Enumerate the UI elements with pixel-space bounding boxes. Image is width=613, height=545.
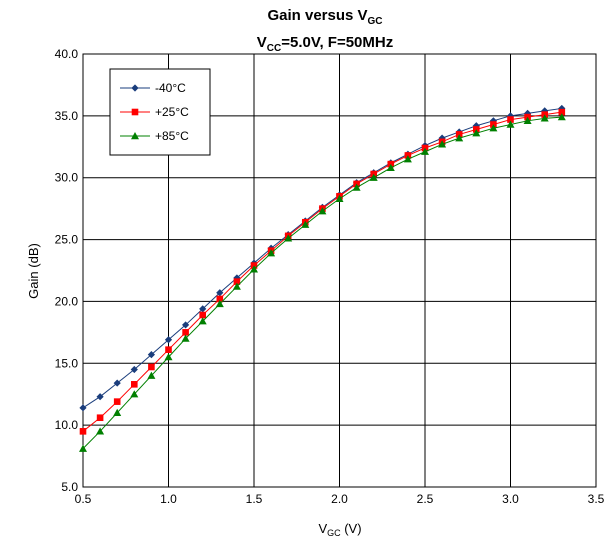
- data-point-series-1: [199, 311, 206, 319]
- data-point-series-0: [541, 107, 549, 115]
- data-point-series-0: [79, 404, 87, 412]
- data-point-series-2: [421, 147, 429, 155]
- data-point-series-2: [79, 444, 87, 452]
- y-tick-label: 30.0: [55, 171, 79, 185]
- data-point-series-1: [182, 329, 189, 336]
- x-axis-label-subscript: GC: [327, 528, 341, 538]
- y-tick-label: 15.0: [55, 356, 79, 370]
- data-point-series-0: [524, 109, 532, 117]
- x-axis-label: VGC (V): [318, 521, 361, 538]
- data-point-series-2: [301, 220, 310, 228]
- data-point-series-0: [489, 117, 497, 125]
- x-tick-label: 1.5: [246, 492, 263, 506]
- data-point-series-2: [352, 183, 361, 191]
- data-point-series-0: [216, 289, 224, 297]
- data-point-series-0: [130, 365, 138, 374]
- legend-marker-2: [131, 132, 139, 140]
- data-point-series-0: [96, 393, 104, 401]
- data-point-series-2: [232, 282, 241, 290]
- data-point-series-2: [540, 114, 549, 122]
- data-point-series-2: [455, 134, 464, 142]
- series-line-1: [82, 111, 562, 432]
- series-line-2: [82, 116, 562, 449]
- data-point-series-2: [369, 173, 378, 181]
- legend-label-0: -40°C: [155, 81, 186, 95]
- data-point-series-0: [113, 379, 121, 387]
- data-point-series-2: [318, 207, 327, 215]
- y-tick-label: 25.0: [55, 233, 79, 247]
- data-point-series-2: [198, 317, 207, 325]
- legend-label-1: +25°C: [155, 105, 189, 119]
- y-tick-label: 20.0: [55, 294, 79, 308]
- y-tick-label: 5.0: [61, 480, 78, 494]
- legend-label-2: +85°C: [155, 129, 189, 143]
- data-point-series-2: [215, 299, 224, 308]
- data-point-series-1: [113, 398, 121, 405]
- y-tick-label: 40.0: [55, 47, 79, 61]
- data-point-series-1: [558, 108, 566, 116]
- legend: -40°C +25°C +85°C: [109, 68, 211, 156]
- y-tick-label: 10.0: [55, 418, 79, 432]
- data-point-series-1: [216, 295, 224, 303]
- grid-lines: [82, 53, 597, 488]
- x-tick-label: 0.5: [75, 492, 92, 506]
- data-point-series-1: [96, 414, 104, 422]
- data-point-series-2: [96, 427, 105, 435]
- chart-subtitle-subscript: CC: [267, 43, 281, 54]
- data-point-series-1: [233, 278, 241, 285]
- x-tick-label: 3.5: [588, 492, 605, 506]
- data-point-series-2: [489, 124, 498, 132]
- legend-marker-0: [131, 84, 139, 92]
- data-point-series-2: [284, 234, 293, 242]
- chart-title-subscript: GC: [368, 16, 383, 27]
- data-point-series-2: [113, 408, 122, 416]
- data-point-series-1: [507, 116, 514, 123]
- x-tick-label: 3.0: [502, 492, 519, 506]
- data-point-series-2: [403, 155, 412, 163]
- data-point-series-2: [557, 113, 566, 121]
- data-point-series-1: [131, 381, 138, 388]
- x-tick-label: 2.5: [417, 492, 434, 506]
- data-point-series-2: [130, 390, 139, 398]
- data-point-series-2: [386, 163, 395, 172]
- data-point-series-1: [79, 428, 87, 435]
- data-point-series-2: [438, 140, 447, 148]
- series-group: [79, 104, 566, 452]
- plot-area-border: [82, 53, 597, 488]
- data-point-series-0: [182, 321, 190, 329]
- data-point-series-2: [181, 334, 190, 342]
- legend-marker-1: [131, 108, 139, 116]
- x-tick-label: 1.0: [160, 492, 177, 506]
- data-point-series-1: [165, 346, 172, 353]
- chart-title: Gain versus VGC: [267, 7, 382, 27]
- data-point-series-2: [472, 129, 481, 137]
- data-point-series-0: [164, 336, 173, 344]
- data-point-series-1: [148, 363, 155, 371]
- data-point-series-0: [147, 351, 155, 359]
- y-axis-label: Gain (dB): [26, 243, 41, 299]
- x-tick-label: 2.0: [331, 492, 348, 506]
- data-point-series-2: [267, 249, 276, 257]
- data-point-series-2: [250, 265, 258, 273]
- data-point-series-2: [523, 116, 532, 125]
- data-point-series-2: [335, 194, 344, 202]
- data-point-series-2: [164, 353, 173, 361]
- tick-labels: 5.0 10.0 15.0 20.0 25.0 30.0 35.0 40.0 0.5 1.0 1.5…: [55, 47, 605, 506]
- data-point-series-2: [506, 120, 515, 128]
- y-tick-label: 35.0: [55, 109, 79, 123]
- data-point-series-2: [147, 371, 156, 379]
- data-point-series-0: [438, 134, 446, 142]
- chart-subtitle: VCC=5.0V, F=50MHz: [257, 34, 393, 54]
- data-point-series-0: [199, 305, 207, 313]
